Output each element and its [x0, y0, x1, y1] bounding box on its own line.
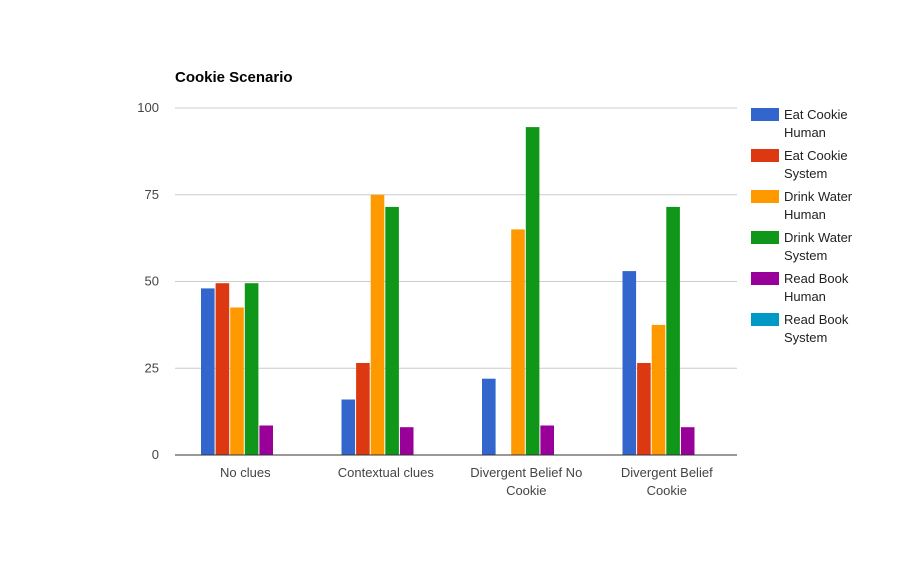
bar	[215, 283, 230, 455]
legend-label: Drink Water Human	[784, 189, 853, 222]
bar	[244, 283, 259, 455]
bar	[540, 425, 554, 455]
y-tick-label: 0	[152, 447, 159, 462]
bars	[201, 127, 695, 456]
legend-label: Eat Cookie Human	[784, 107, 848, 140]
x-tick-label: Divergent Belief Cookie	[621, 465, 713, 498]
legend: Eat Cookie Human Eat Cookie System Drink Wat…	[751, 107, 853, 345]
legend-swatch	[751, 313, 779, 326]
bar	[341, 399, 356, 455]
bar	[370, 194, 385, 456]
legend-swatch	[751, 272, 779, 285]
bar	[230, 307, 244, 455]
bar	[622, 271, 637, 455]
y-tick-label: 100	[137, 100, 159, 115]
bar	[385, 206, 399, 455]
bar	[201, 288, 215, 455]
legend-swatch	[751, 231, 779, 244]
y-axis-ticks: 0 25 50 75 100	[137, 100, 159, 462]
chart-title: Cookie Scenario	[175, 69, 293, 86]
y-tick-label: 25	[145, 360, 159, 375]
legend-swatch	[751, 108, 779, 121]
bar	[651, 324, 666, 455]
y-tick-label: 50	[145, 274, 159, 289]
bar	[356, 363, 370, 455]
bar	[482, 378, 496, 455]
x-tick-label: Divergent Belief No Cookie	[470, 465, 582, 498]
bar	[680, 427, 695, 455]
bar	[259, 425, 273, 455]
legend-label: Read Book Human	[784, 271, 849, 304]
x-tick-label: Contextual clues	[338, 465, 435, 480]
legend-swatch	[751, 149, 779, 162]
bar	[399, 427, 414, 455]
x-axis-ticks: No clues Contextual clues Divergent Belief…	[220, 465, 713, 498]
bar	[666, 206, 680, 455]
bar	[511, 229, 525, 455]
y-tick-label: 75	[145, 187, 159, 202]
legend-swatch	[751, 190, 779, 203]
legend-label: Drink Water System	[784, 230, 853, 263]
bar	[637, 363, 651, 455]
x-tick-label: No clues	[220, 465, 271, 480]
legend-label: Eat Cookie System	[784, 148, 848, 181]
legend-label: Read Book System	[784, 312, 849, 345]
bar	[525, 127, 540, 455]
